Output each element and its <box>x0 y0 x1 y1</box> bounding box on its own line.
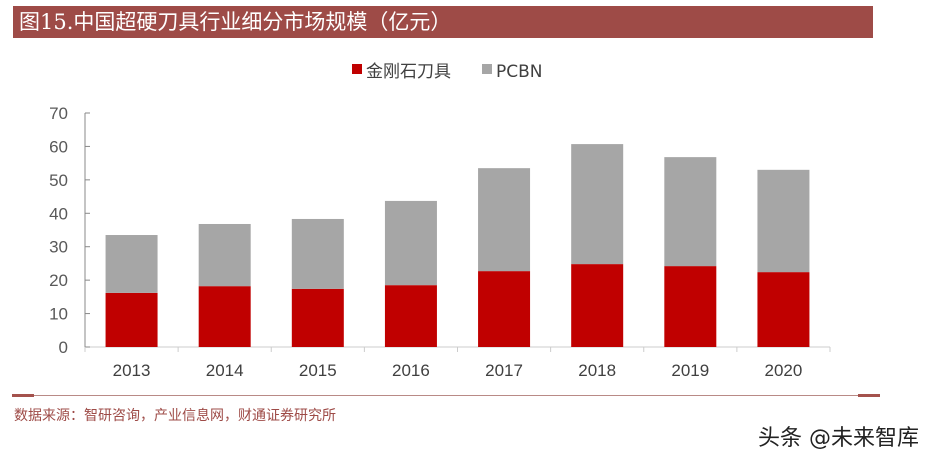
y-tick-label: 0 <box>59 338 68 357</box>
x-tick-label: 2019 <box>671 361 709 380</box>
legend-swatch <box>482 64 492 74</box>
divider <box>12 395 880 396</box>
legend-label: 金刚石刀具 <box>366 62 451 82</box>
bar-diamond-2017 <box>478 271 531 347</box>
y-tick-label: 70 <box>49 104 68 123</box>
x-tick-label: 2015 <box>299 361 337 380</box>
x-tick-label: 2017 <box>485 361 523 380</box>
bar-diamond-2014 <box>198 286 251 347</box>
bar-diamond-2013 <box>105 292 158 347</box>
bar-pcbn-2015 <box>291 218 344 289</box>
y-tick-label: 10 <box>49 305 68 324</box>
y-tick-label: 40 <box>49 204 68 223</box>
source-note: 数据来源：智研咨询，产业信息网，财通证券研究所 <box>14 408 336 424</box>
y-tick-label: 30 <box>49 238 68 257</box>
stacked-bar-chart: 0 10 20 30 40 50 60 70 2013 2014 2015 2016 2017 2018 2… <box>49 62 831 380</box>
bar-diamond-2016 <box>384 285 437 347</box>
bar-diamond-2018 <box>571 264 624 347</box>
bar-pcbn-2014 <box>198 223 251 287</box>
x-tick-label: 2016 <box>392 361 430 380</box>
divider-end <box>12 394 34 397</box>
bar-diamond-2015 <box>291 288 344 347</box>
legend-swatch <box>352 64 362 74</box>
bar-pcbn-2013 <box>105 235 158 293</box>
bar-pcbn-2018 <box>571 144 624 265</box>
bar-diamond-2019 <box>664 266 717 347</box>
bar-pcbn-2017 <box>478 168 531 272</box>
x-tick-label: 2013 <box>113 361 151 380</box>
bar-pcbn-2016 <box>384 200 437 286</box>
chart-title: 图15.中国超硬刀具行业细分市场规模（亿元） <box>13 6 873 38</box>
x-tick-label: 2020 <box>765 361 803 380</box>
y-tick-label: 20 <box>49 271 68 290</box>
divider-end <box>858 394 880 397</box>
bar-diamond-2020 <box>757 272 810 347</box>
x-tick-label: 2014 <box>206 361 244 380</box>
x-tick-label: 2018 <box>578 361 616 380</box>
y-tick-label: 60 <box>49 137 68 156</box>
bar-pcbn-2020 <box>757 169 810 273</box>
legend-label: PCBN <box>496 62 543 82</box>
y-tick-label: 50 <box>49 171 68 190</box>
bar-pcbn-2019 <box>664 157 717 267</box>
watermark: 头条 @未来智库 <box>758 426 919 451</box>
